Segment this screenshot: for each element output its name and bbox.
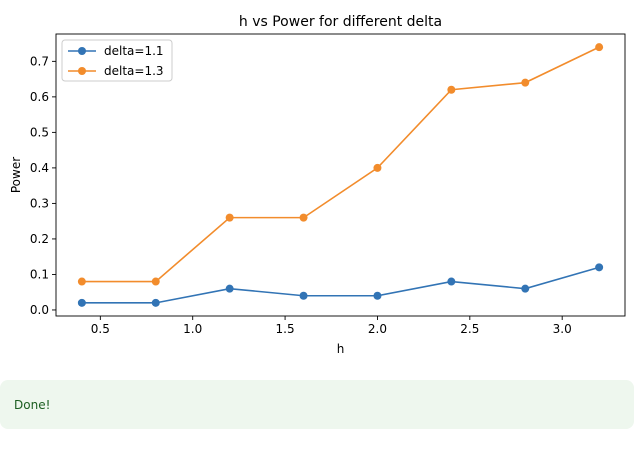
x-tick-label: 3.0 <box>553 322 572 336</box>
status-text: Done! <box>14 397 51 412</box>
y-tick-label: 0.5 <box>30 125 49 139</box>
x-tick-label: 1.0 <box>183 322 202 336</box>
series-1-point <box>595 263 604 272</box>
series-line-2 <box>81 46 600 283</box>
legend-swatch-marker <box>78 47 86 55</box>
series-1-point <box>447 277 456 286</box>
y-tick-label: 0.6 <box>30 90 49 104</box>
series-1-point <box>225 284 234 293</box>
series-2-point <box>447 85 456 94</box>
legend-swatch-marker <box>78 67 86 75</box>
series-2-point <box>225 213 234 222</box>
series-2-point <box>595 43 604 52</box>
chart-title: h vs Power for different delta <box>239 14 442 30</box>
series-2-point <box>521 78 530 87</box>
y-axis-label: Power <box>9 157 23 193</box>
series-1-point <box>151 298 160 307</box>
y-tick-label: 0.7 <box>30 54 49 68</box>
series-2-point <box>299 213 308 222</box>
y-tick-label: 0.3 <box>30 196 49 210</box>
plot-frame <box>55 33 626 317</box>
x-axis-label: h <box>337 342 345 356</box>
x-tick-label: 0.5 <box>91 322 110 336</box>
y-tick-label: 0.0 <box>30 303 49 317</box>
y-tick-label: 0.4 <box>30 161 49 175</box>
x-tick-label: 1.5 <box>276 322 295 336</box>
series-2-point <box>151 277 160 286</box>
x-tick-label: 2.0 <box>368 322 387 336</box>
legend: delta=1.1 delta=1.3 <box>61 39 173 82</box>
y-tick-label: 0.1 <box>30 267 49 281</box>
series-2-point <box>373 163 382 172</box>
y-tick-label: 0.2 <box>30 232 49 246</box>
series-1-point <box>373 291 382 300</box>
x-tick-label: 2.5 <box>460 322 479 336</box>
legend-label: delta=1.3 <box>104 64 164 78</box>
status-message: Done! <box>0 380 634 429</box>
series-1-point <box>521 284 530 293</box>
series-1-point <box>77 298 86 307</box>
series-1-point <box>299 291 308 300</box>
series-line-1 <box>81 266 600 304</box>
chart: h vs Power for different delta 0.5 1.0 1.5… <box>9 14 626 356</box>
series-2-point <box>77 277 86 286</box>
legend-label: delta=1.1 <box>104 44 164 58</box>
